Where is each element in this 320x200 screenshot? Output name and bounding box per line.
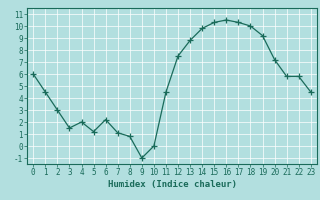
X-axis label: Humidex (Indice chaleur): Humidex (Indice chaleur) bbox=[108, 180, 236, 189]
